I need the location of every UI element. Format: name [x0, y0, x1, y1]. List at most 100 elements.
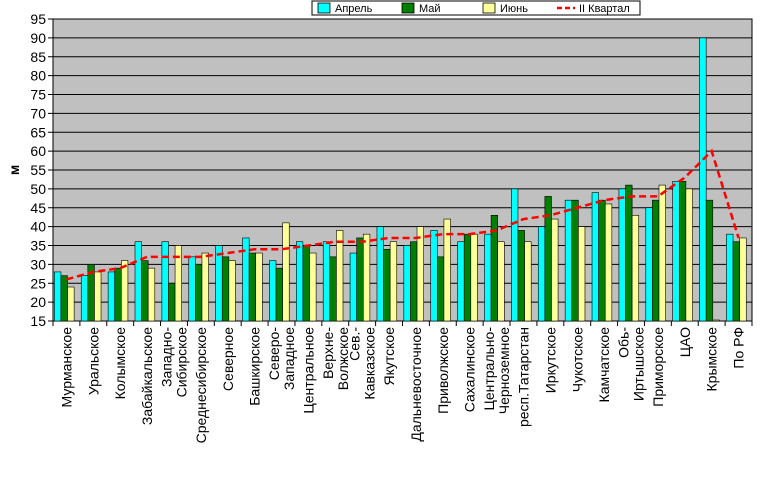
- bar-Май-8: [275, 267, 283, 322]
- bar-Апрель-17: [511, 188, 519, 322]
- bar-Июнь-0: [67, 286, 75, 322]
- bar-Июнь-16: [497, 241, 505, 322]
- bar-Апрель-21: [618, 188, 626, 322]
- category-label-line: Крымское: [704, 327, 720, 392]
- y-tick-label: 30: [30, 256, 46, 272]
- category-label: Сев.- Кавказское: [347, 327, 378, 400]
- legend-swatch: [482, 2, 496, 14]
- bar-Май-20: [598, 199, 606, 322]
- bar-Июнь-13: [416, 226, 424, 322]
- y-tick-label: 20: [30, 294, 46, 310]
- category-label: Башкирское: [247, 327, 263, 406]
- bar-Апрель-23: [672, 181, 680, 322]
- y-tick-label: 70: [30, 105, 46, 121]
- category-label: Северо- Западное: [266, 327, 297, 390]
- bar-Июнь-18: [551, 218, 559, 322]
- bar-Май-10: [329, 256, 337, 322]
- bar-Апрель-3: [134, 241, 142, 322]
- category-label-line: Центрально-: [481, 327, 497, 411]
- category-label: Северное: [220, 327, 236, 391]
- category-label: Дальневосточное: [408, 327, 424, 442]
- y-axis: 15 20 25 30 35 40 45 50 55 60 65 70 75 80 85 90 95: [30, 11, 53, 329]
- category-label: Крымское: [704, 327, 720, 392]
- line-II Квартал: [66, 148, 740, 281]
- bar-Май-2: [114, 267, 122, 322]
- bar-Май-0: [60, 275, 68, 322]
- category-label-line: Камчатское: [596, 327, 612, 403]
- bar-Апрель-6: [215, 245, 223, 322]
- category-label: Колымское: [112, 327, 128, 400]
- bar-Июнь-8: [282, 222, 290, 322]
- category-label-line: Мурманское: [58, 327, 74, 408]
- bar-Май-21: [625, 184, 633, 322]
- bar-Апрель-10: [322, 241, 331, 322]
- category-label: респ.Татарстан: [515, 327, 531, 427]
- category-label: Мурманское: [58, 327, 74, 408]
- bar-Июнь-12: [389, 241, 398, 322]
- bar-Июнь-6: [228, 260, 236, 322]
- category-label-line: Якутское: [381, 327, 397, 386]
- category-label-line: респ.Татарстан: [515, 327, 531, 427]
- y-axis-label: м: [6, 165, 22, 175]
- category-label: Приморское: [650, 327, 666, 407]
- bar-Апрель-9: [296, 241, 304, 322]
- category-label: Среднесибирское: [193, 327, 209, 444]
- bar-Июнь-17: [524, 241, 532, 322]
- category-label: Забайкальское: [139, 327, 155, 425]
- bar-Июнь-23: [685, 188, 693, 322]
- bar-Апрель-19: [564, 199, 573, 322]
- y-tick-label: 95: [30, 11, 46, 27]
- bar-Апрель-25: [726, 233, 734, 322]
- bar-Май-19: [571, 199, 579, 322]
- category-label-line: Иркутское: [542, 327, 558, 393]
- category-label: Западно- Сибирское: [158, 327, 189, 398]
- bar-Апрель-5: [188, 256, 196, 322]
- y-tick-label: 25: [30, 275, 46, 291]
- bar-Апрель-11: [349, 252, 357, 322]
- y-tick-label: 85: [30, 49, 46, 65]
- legend-label: II Квартал: [579, 3, 630, 15]
- y-tick-label: 50: [30, 181, 46, 197]
- category-label: Верхне- Волжское: [320, 327, 351, 391]
- bar-Апрель-0: [54, 271, 62, 322]
- category-label-line: Северо-: [266, 327, 282, 381]
- category-label-line: Приволжское: [435, 327, 451, 414]
- y-tick-label: 65: [30, 124, 46, 140]
- legend-label: Июнь: [500, 3, 528, 15]
- line-series: [66, 148, 740, 281]
- bar-Май-3: [141, 260, 149, 322]
- bar-Июнь-24: [712, 319, 720, 322]
- category-label-line: Сев.-: [347, 327, 363, 361]
- category-label: Чукотское: [569, 327, 585, 392]
- category-label: По РФ: [731, 327, 747, 369]
- bars: [54, 37, 747, 322]
- bar-Июнь-7: [255, 252, 263, 322]
- category-label-line: Иртышское: [631, 327, 647, 401]
- category-label-line: Среднесибирское: [193, 327, 209, 444]
- category-label-line: Западное: [281, 327, 297, 390]
- category-label-line: По РФ: [731, 327, 747, 369]
- bar-Апрель-18: [537, 226, 546, 322]
- bar-Апрель-13: [403, 245, 411, 322]
- bar-Апрель-14: [430, 230, 438, 322]
- bar-Июнь-22: [658, 184, 666, 322]
- y-tick-label: 45: [30, 200, 46, 216]
- legend-label: Май: [419, 3, 441, 15]
- category-label: Сахалинское: [462, 327, 478, 412]
- bar-Апрель-2: [107, 271, 116, 322]
- bar-Апрель-12: [376, 226, 384, 322]
- bar-Май-25: [732, 241, 740, 322]
- y-tick-label: 15: [30, 313, 46, 329]
- bar-Июнь-1: [94, 271, 102, 322]
- category-label-line: Западно-: [158, 327, 174, 387]
- bar-Май-6: [221, 256, 230, 322]
- bar-Июнь-15: [470, 233, 478, 322]
- legend: Апрель Май Июнь II Квартал: [311, 0, 641, 16]
- bar-Июнь-21: [631, 215, 640, 322]
- category-label-line: Колымское: [112, 327, 128, 400]
- category-label-line: Сахалинское: [462, 327, 478, 412]
- bar-Май-9: [302, 245, 310, 322]
- category-label-line: Чукотское: [569, 327, 585, 392]
- y-tick-label: 35: [30, 238, 46, 254]
- bar-Май-22: [652, 199, 660, 322]
